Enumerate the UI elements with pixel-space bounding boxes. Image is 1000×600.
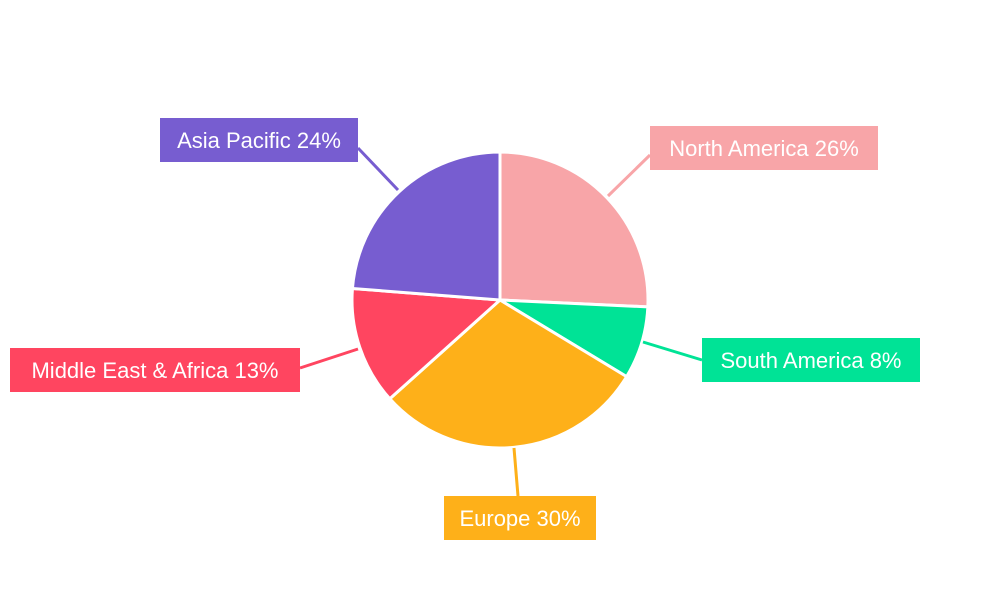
pie-slice-middle-east-africa[interactable] — [350, 286, 504, 401]
leader-line-europe — [512, 447, 520, 497]
leader-line-asia-pacific — [356, 146, 400, 192]
leader-line-north-america — [606, 153, 652, 198]
data-label-asia-pacific: Asia Pacific 24% — [177, 128, 341, 153]
data-label-europe: Europe 30% — [459, 506, 580, 531]
leader-line-south-america — [642, 340, 703, 362]
pie-slice-europe[interactable] — [387, 298, 629, 450]
data-label-north-america: North America 26% — [669, 136, 859, 161]
leader-line-middle-east-africa — [299, 347, 359, 370]
pie-slice-north-america[interactable] — [498, 150, 650, 309]
data-label-box-north-america — [650, 126, 878, 170]
data-label-box-middle-east-africa — [10, 348, 300, 392]
data-label-middle-east-africa: Middle East & Africa 13% — [31, 358, 278, 383]
data-label-box-asia-pacific — [160, 118, 358, 162]
data-label-south-america: South America 8% — [721, 348, 902, 373]
data-label-box-south-america — [702, 338, 920, 382]
data-label-box-europe — [444, 496, 596, 540]
pie-slice-asia-pacific[interactable] — [350, 150, 502, 302]
